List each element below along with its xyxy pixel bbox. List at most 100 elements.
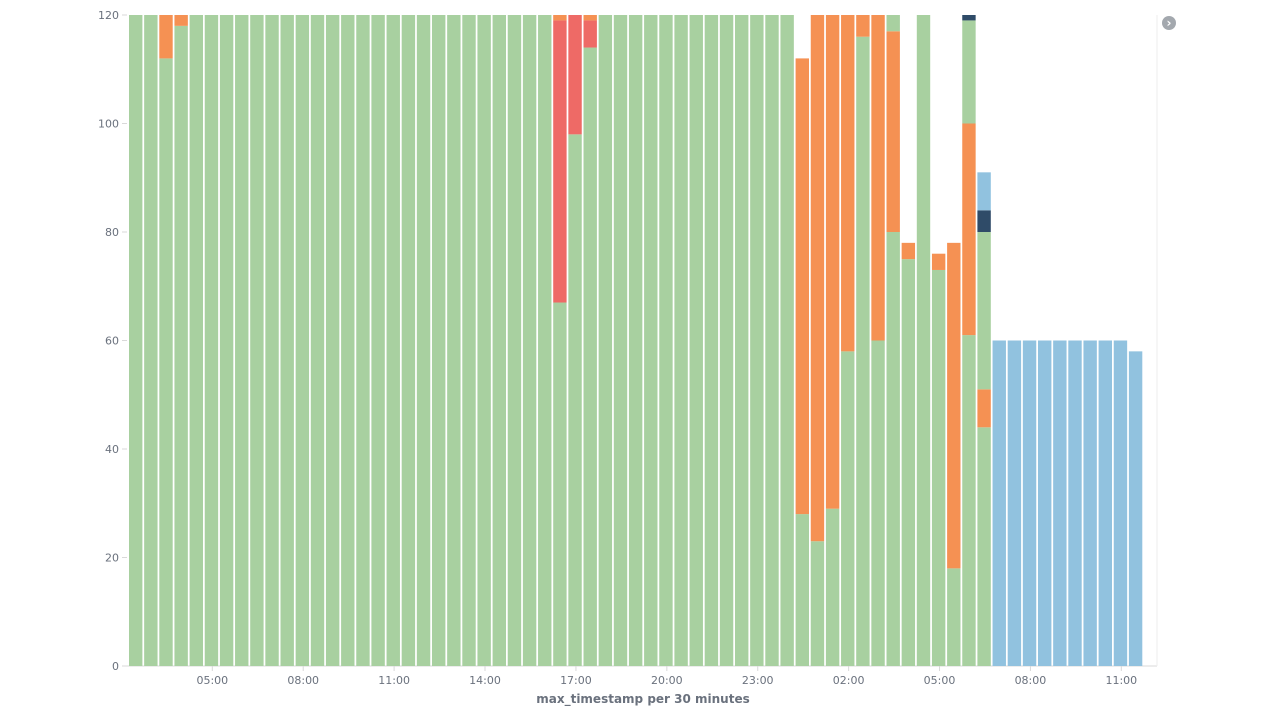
bar-33[interactable] [628,15,643,666]
bar-56-segment-4[interactable] [977,172,991,211]
bar-65[interactable] [1113,340,1128,667]
bar-1-segment-0[interactable] [144,15,158,666]
bar-56-segment-3[interactable] [977,210,991,232]
bar-26-segment-0[interactable] [522,15,537,666]
bar-49[interactable] [871,15,885,667]
bar-19-segment-0[interactable] [416,15,431,666]
bar-40[interactable] [735,15,749,666]
bar-54[interactable] [947,242,961,666]
bar-21-segment-0[interactable] [447,15,461,666]
bar-39[interactable] [719,15,734,666]
bar-65-segment-0[interactable] [1113,340,1128,667]
bar-24[interactable] [492,15,506,666]
bar-4[interactable] [189,15,203,666]
bar-64-segment-0[interactable] [1098,340,1112,667]
bar-22[interactable] [462,15,476,666]
bar-26[interactable] [522,15,537,666]
bar-7-segment-0[interactable] [235,15,249,666]
bar-39-segment-0[interactable] [719,15,734,666]
bar-33-segment-0[interactable] [628,15,643,666]
bar-55-segment-2[interactable] [962,20,976,124]
bar-29-segment-1[interactable] [568,15,582,135]
bar-51[interactable] [901,242,916,667]
bar-20-segment-0[interactable] [432,15,446,666]
bar-14[interactable] [341,15,355,666]
bar-61-segment-0[interactable] [1053,340,1067,667]
bar-55-segment-3[interactable] [962,15,976,21]
bar-55-segment-0[interactable] [962,335,976,666]
bar-64[interactable] [1098,340,1112,667]
bar-45-segment-0[interactable] [810,541,825,666]
bar-10[interactable] [280,15,294,666]
bar-52-segment-0[interactable] [916,15,931,666]
bar-57[interactable] [992,340,1006,667]
bar-15[interactable] [356,15,370,666]
bar-28[interactable] [553,15,567,666]
bar-46[interactable] [825,15,840,666]
bar-28-segment-2[interactable] [553,15,567,21]
bar-6-segment-0[interactable] [219,15,234,666]
bar-50-segment-1[interactable] [886,31,900,232]
bar-27-segment-0[interactable] [538,15,552,666]
bar-19[interactable] [416,15,431,666]
bar-31-segment-0[interactable] [598,15,613,666]
bar-11[interactable] [295,15,310,666]
bar-34-segment-0[interactable] [644,15,658,666]
bar-50[interactable] [886,15,900,666]
bar-44-segment-1[interactable] [795,58,809,515]
bar-18-segment-0[interactable] [401,15,416,666]
bar-16-segment-0[interactable] [371,15,385,666]
bar-63-segment-0[interactable] [1083,340,1097,667]
bar-8-segment-0[interactable] [250,15,264,666]
bar-52[interactable] [916,15,931,666]
bar-62[interactable] [1068,340,1082,667]
bar-54-segment-1[interactable] [947,242,961,569]
bar-22-segment-0[interactable] [462,15,476,666]
bar-14-segment-0[interactable] [341,15,355,666]
bar-49-segment-0[interactable] [871,340,885,667]
bar-48[interactable] [856,15,870,666]
bar-40-segment-0[interactable] [735,15,749,666]
bar-36-segment-0[interactable] [674,15,688,666]
bar-21[interactable] [447,15,461,666]
bar-2-segment-1[interactable] [159,15,173,59]
bar-42[interactable] [765,15,779,666]
bar-59-segment-0[interactable] [1022,340,1037,667]
bar-17[interactable] [386,15,400,666]
bar-46-segment-1[interactable] [825,15,840,509]
bar-42-segment-0[interactable] [765,15,779,666]
bar-38[interactable] [704,15,719,666]
bar-41-segment-0[interactable] [750,15,764,666]
bar-8[interactable] [250,15,264,666]
bar-38-segment-0[interactable] [704,15,719,666]
bar-9-segment-0[interactable] [265,15,279,666]
bar-50-segment-2[interactable] [886,15,900,32]
bar-55-segment-1[interactable] [962,123,976,336]
bar-53-segment-0[interactable] [931,269,946,666]
bar-57-segment-0[interactable] [992,340,1006,667]
bar-58-segment-0[interactable] [1007,340,1022,667]
bar-34[interactable] [644,15,658,666]
bar-63[interactable] [1083,340,1097,667]
bar-44-segment-0[interactable] [795,514,809,666]
bar-11-segment-0[interactable] [295,15,310,666]
bar-0[interactable] [129,15,143,666]
bar-41[interactable] [750,15,764,666]
bar-25[interactable] [507,15,522,666]
bar-24-segment-0[interactable] [492,15,506,666]
bar-56-segment-2[interactable] [977,232,991,390]
bar-28-segment-0[interactable] [553,302,567,666]
bar-35[interactable] [659,15,673,666]
bar-7[interactable] [235,15,249,666]
legend-toggle-button[interactable]: › [1162,16,1176,30]
bar-4-segment-0[interactable] [189,15,203,666]
bar-2-segment-0[interactable] [159,58,173,666]
bar-49-segment-1[interactable] [871,15,885,341]
bar-28-segment-1[interactable] [553,20,567,303]
bar-48-segment-0[interactable] [856,36,870,666]
bar-50-segment-0[interactable] [886,232,900,666]
bar-36[interactable] [674,15,688,666]
bar-30-segment-2[interactable] [583,15,597,21]
bar-56[interactable] [977,172,991,666]
bar-3[interactable] [174,15,188,667]
